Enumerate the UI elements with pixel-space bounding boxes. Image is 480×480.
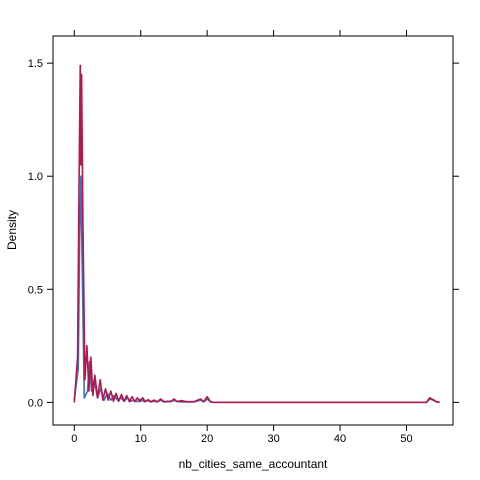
x-tick-label: 20 (201, 433, 213, 445)
y-tick-label: 0.5 (28, 284, 43, 296)
y-tick-label: 1.0 (28, 171, 43, 183)
x-tick-label: 10 (135, 433, 147, 445)
x-tick-label: 30 (267, 433, 279, 445)
y-axis: 0.0 0.5 1.0 1.5 (28, 58, 459, 409)
x-tick-label: 50 (400, 433, 412, 445)
series-layer (73, 64, 440, 404)
density-line-1 (73, 175, 440, 404)
plot-frame (52, 35, 454, 426)
x-tick-label: 40 (334, 433, 346, 445)
y-axis-label: Density (5, 210, 19, 250)
x-tick-label: 0 (71, 433, 77, 445)
y-tick-label: 0.0 (28, 397, 43, 409)
x-axis-label: nb_cities_same_accountant (179, 457, 328, 471)
y-tick-label: 1.5 (28, 58, 43, 70)
density-line-2 (73, 64, 440, 404)
x-axis: 0 10 20 30 40 50 (71, 30, 413, 445)
